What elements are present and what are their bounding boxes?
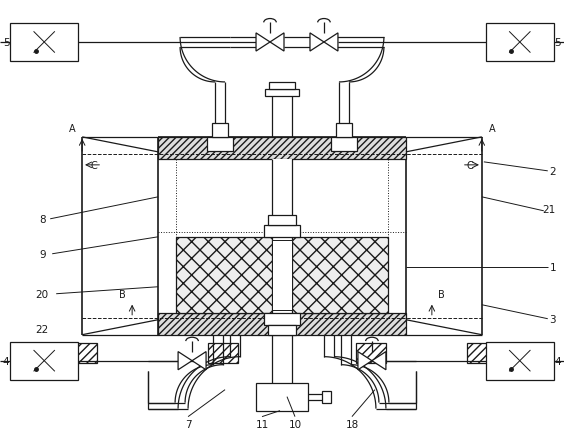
Bar bbox=[272, 160, 292, 313]
Bar bbox=[10, 342, 78, 380]
Text: 5: 5 bbox=[3, 38, 10, 48]
Text: 11: 11 bbox=[255, 419, 268, 429]
Polygon shape bbox=[358, 352, 372, 370]
Text: 8: 8 bbox=[39, 214, 46, 224]
Bar bbox=[256, 383, 308, 411]
Polygon shape bbox=[256, 34, 270, 52]
Text: 22: 22 bbox=[36, 324, 49, 334]
Polygon shape bbox=[310, 34, 324, 52]
Bar bbox=[268, 325, 296, 335]
Text: A: A bbox=[488, 123, 495, 134]
Bar bbox=[356, 343, 386, 363]
Polygon shape bbox=[324, 34, 338, 52]
Text: C: C bbox=[91, 160, 98, 170]
Bar bbox=[268, 215, 296, 225]
Bar bbox=[272, 240, 292, 310]
Bar bbox=[212, 123, 228, 138]
Bar bbox=[486, 24, 554, 62]
Polygon shape bbox=[178, 352, 192, 370]
Bar bbox=[207, 138, 233, 151]
Text: 9: 9 bbox=[39, 249, 46, 259]
Bar bbox=[264, 313, 300, 325]
Bar bbox=[176, 237, 388, 313]
Bar bbox=[336, 123, 352, 138]
Bar bbox=[264, 225, 300, 237]
Bar bbox=[486, 342, 554, 380]
Text: 4: 4 bbox=[554, 356, 561, 366]
Text: A: A bbox=[69, 123, 76, 134]
Text: 4: 4 bbox=[3, 356, 10, 366]
Bar bbox=[331, 138, 357, 151]
Text: 2: 2 bbox=[549, 166, 556, 176]
Text: 10: 10 bbox=[288, 419, 302, 429]
Text: B: B bbox=[119, 289, 126, 299]
Polygon shape bbox=[270, 34, 284, 52]
Text: 1: 1 bbox=[549, 262, 556, 272]
Text: B: B bbox=[438, 289, 445, 299]
Bar bbox=[10, 24, 78, 62]
Bar bbox=[269, 83, 295, 90]
Text: 3: 3 bbox=[549, 314, 556, 324]
Text: 7: 7 bbox=[185, 419, 191, 429]
Bar bbox=[322, 391, 331, 403]
Text: 21: 21 bbox=[542, 204, 556, 214]
Polygon shape bbox=[192, 352, 206, 370]
Polygon shape bbox=[372, 352, 386, 370]
Bar bbox=[158, 138, 406, 160]
Text: 18: 18 bbox=[345, 419, 359, 429]
Text: C: C bbox=[466, 160, 473, 170]
Text: 5: 5 bbox=[554, 38, 561, 48]
Bar bbox=[208, 343, 238, 363]
Bar bbox=[158, 313, 406, 335]
Bar bbox=[67, 343, 97, 363]
Bar bbox=[467, 343, 497, 363]
Bar bbox=[265, 90, 299, 97]
Text: 20: 20 bbox=[36, 289, 49, 299]
